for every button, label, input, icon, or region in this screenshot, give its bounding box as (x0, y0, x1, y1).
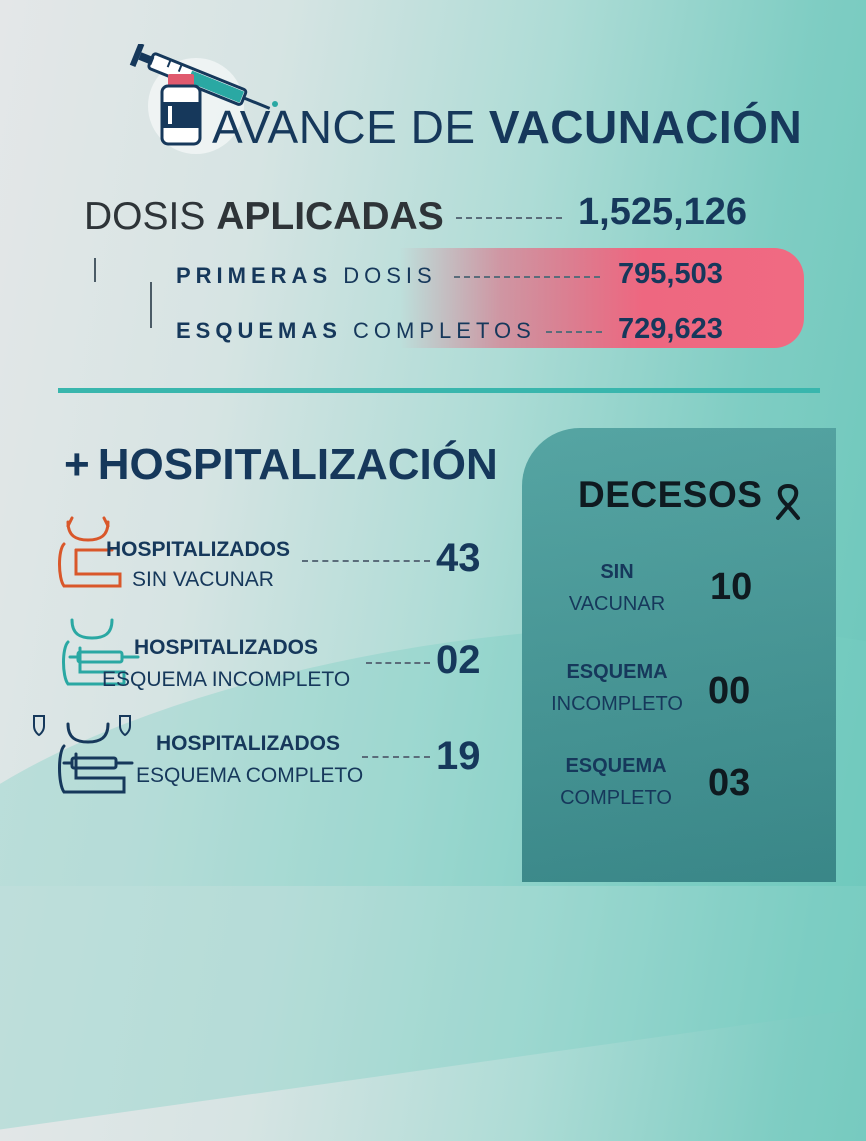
esquemas-completos-label: ESQUEMAS COMPLETOS (176, 318, 536, 344)
esquemas-completos-value: 729,623 (618, 313, 723, 345)
dosis-total-leader (456, 217, 562, 219)
pink-highlight-bar (400, 248, 804, 348)
hosp-2-sub: ESQUEMA INCOMPLETO (102, 668, 351, 691)
hosp-1-value: 43 (436, 536, 481, 580)
decesos-2-bold: ESQUEMA (566, 661, 668, 683)
hospitalizacion-title-text: HOSPITALIZACIÓN (97, 440, 498, 489)
page-title: AVANCE DE VACUNACIÓN (212, 100, 802, 154)
hosp-3-leader (362, 756, 430, 758)
dosis-label-light: DOSIS (84, 195, 217, 238)
hosp-3-sub: ESQUEMA COMPLETO (136, 764, 364, 787)
decesos-2-value: 00 (708, 670, 751, 712)
primeras-leader (454, 276, 600, 278)
patient-incomplete-icon (54, 612, 144, 692)
hosp-1-sub: SIN VACUNAR (132, 568, 274, 591)
hosp-2-label: HOSPITALIZADOS (134, 636, 318, 659)
plus-icon: + (64, 440, 90, 489)
dosis-total-value: 1,525,126 (578, 191, 748, 233)
mourning-ribbon-icon (770, 482, 806, 522)
primeras-light: DOSIS (332, 263, 437, 288)
hospitalizacion-title: + HOSPITALIZACIÓN (64, 440, 498, 490)
decesos-title: DECESOS (578, 474, 763, 515)
primeras-dosis-label: PRIMERAS DOSIS (176, 263, 437, 289)
esquemas-leader (546, 331, 602, 333)
hosp-1-label: HOSPITALIZADOS (106, 538, 290, 561)
section-divider (58, 388, 820, 393)
primeras-dosis-value: 795,503 (618, 258, 723, 290)
bracket-connector (94, 258, 152, 282)
decesos-1-label: SIN VACUNAR (552, 556, 682, 620)
decesos-1-value: 10 (710, 566, 753, 608)
patient-complete-icon (24, 712, 150, 802)
patient-unvaccinated-icon (50, 516, 130, 592)
hosp-3-label: HOSPITALIZADOS (156, 732, 340, 755)
bracket-connector-vertical (150, 282, 152, 328)
dosis-aplicadas-label: DOSIS APLICADAS (84, 195, 444, 239)
decesos-3-light: COMPLETO (560, 787, 672, 809)
dosis-label-bold: APLICADAS (216, 195, 444, 238)
title-bold: VACUNACIÓN (488, 101, 803, 153)
hosp-2-leader (366, 662, 430, 664)
hosp-1-leader (302, 560, 430, 562)
decesos-3-bold: ESQUEMA (565, 755, 667, 777)
decesos-2-label: ESQUEMA INCOMPLETO (538, 656, 696, 720)
hosp-3-value: 19 (436, 734, 481, 778)
vaccine-syringe-vial-icon (124, 42, 284, 154)
primeras-bold: PRIMERAS (176, 263, 333, 288)
title-light: AVANCE DE (212, 101, 489, 153)
decesos-2-light: INCOMPLETO (551, 693, 683, 715)
esquemas-bold: ESQUEMAS (176, 318, 342, 343)
decesos-3-label: ESQUEMA COMPLETO (548, 750, 684, 814)
decesos-1-bold: SIN (600, 561, 634, 583)
decesos-3-value: 03 (708, 762, 751, 804)
hosp-2-value: 02 (436, 638, 481, 682)
decesos-1-light: VACUNAR (568, 593, 666, 615)
esquemas-light: COMPLETOS (341, 318, 536, 343)
